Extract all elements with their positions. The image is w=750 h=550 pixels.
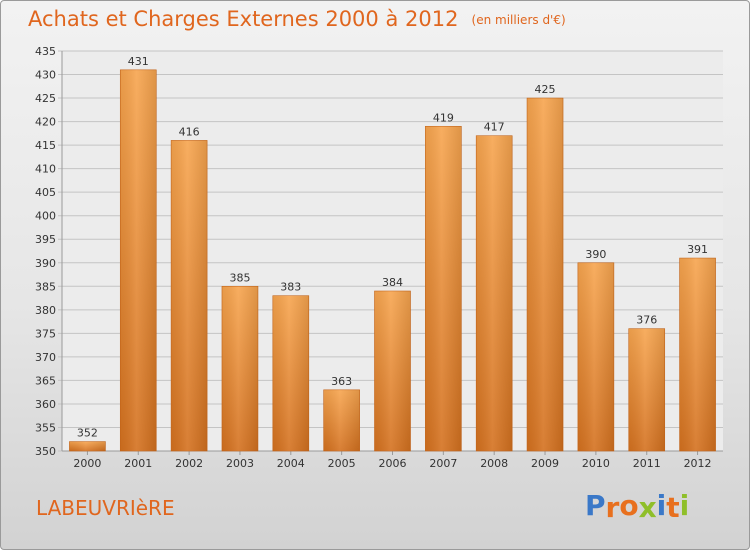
proxiti-logo: Proxiti [585, 489, 690, 524]
x-tick-label: 2002 [175, 457, 203, 470]
x-tick-label: 2012 [684, 457, 712, 470]
bar-shade [374, 291, 411, 451]
bar-shade [120, 69, 157, 451]
bar-value-label: 417 [484, 121, 505, 134]
y-tick-label: 350 [35, 445, 56, 458]
x-tick-label: 2003 [226, 457, 254, 470]
bar-value-label: 425 [535, 83, 556, 96]
x-tick-label: 2011 [633, 457, 661, 470]
bar-value-label: 383 [280, 281, 301, 294]
logo-letter: i [656, 489, 667, 522]
bar-value-label: 376 [636, 314, 657, 327]
x-tick-label: 2004 [277, 457, 305, 470]
y-tick-label: 420 [35, 116, 56, 129]
y-tick-label: 425 [35, 92, 56, 105]
y-tick-label: 435 [35, 45, 56, 58]
y-tick-label: 400 [35, 210, 56, 223]
commune-name: LABEUVRIèRE [36, 496, 175, 520]
bar-value-label: 391 [687, 243, 708, 256]
bar-shade [221, 286, 258, 451]
y-tick-label: 430 [35, 69, 56, 82]
y-tick-label: 355 [35, 421, 56, 434]
x-tick-label: 2006 [379, 457, 407, 470]
chart-unit: (en milliers d'€) [471, 13, 566, 27]
logo-letter: x [638, 491, 657, 524]
bar-shade [323, 389, 360, 451]
y-tick-label: 405 [35, 186, 56, 199]
bar-shade [425, 126, 462, 451]
y-tick-label: 415 [35, 139, 56, 152]
bar-value-label: 384 [382, 276, 403, 289]
logo-letter: t [666, 491, 680, 524]
y-tick-label: 370 [35, 351, 56, 364]
bar-shade [527, 98, 564, 451]
y-tick-label: 375 [35, 327, 56, 340]
bar-shade [476, 135, 513, 452]
bar-shade [171, 140, 208, 452]
y-tick-label: 385 [35, 280, 56, 293]
x-tick-label: 2005 [328, 457, 356, 470]
chart-title-text: Achats et Charges Externes 2000 à 2012 [28, 7, 459, 31]
bar-value-label: 352 [77, 427, 98, 440]
bar-value-label: 385 [229, 271, 250, 284]
x-tick-label: 2010 [582, 457, 610, 470]
bar-shade [577, 262, 614, 451]
x-tick-label: 2009 [531, 457, 559, 470]
bar-shade [69, 441, 106, 451]
bar-shade [628, 328, 665, 451]
logo-letter: P [585, 489, 606, 522]
x-tick-label: 2000 [73, 457, 101, 470]
bar-shade [272, 295, 309, 451]
x-tick-label: 2001 [124, 457, 152, 470]
logo-letter: o [619, 489, 639, 522]
x-tick-label: 2008 [480, 457, 508, 470]
bar-value-label: 419 [433, 111, 454, 124]
bar-value-label: 431 [128, 55, 149, 68]
chart-title: Achats et Charges Externes 2000 à 2012 (… [28, 7, 566, 31]
bar-value-label: 390 [585, 248, 606, 261]
x-tick-label: 2007 [429, 457, 457, 470]
y-tick-label: 365 [35, 374, 56, 387]
bar-value-label: 416 [179, 125, 200, 138]
y-tick-label: 390 [35, 257, 56, 270]
logo-letter: r [605, 491, 620, 524]
bar-shade [679, 258, 716, 451]
y-tick-label: 380 [35, 304, 56, 317]
y-tick-label: 410 [35, 163, 56, 176]
y-tick-label: 395 [35, 233, 56, 246]
logo-letter: i [679, 489, 690, 522]
bar-value-label: 363 [331, 375, 352, 388]
y-tick-label: 360 [35, 398, 56, 411]
